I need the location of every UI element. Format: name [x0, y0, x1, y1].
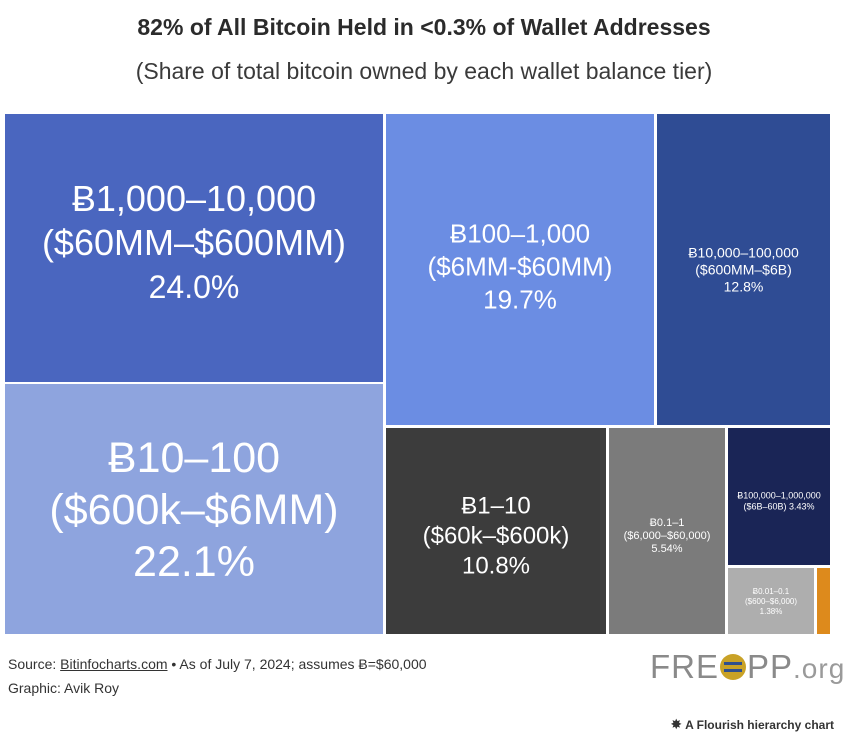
treemap-tile-0-1-1: Ƀ0.1–1($6,000–$60,000)5.54%	[609, 428, 725, 634]
treemap-rect	[728, 428, 830, 565]
tile-range-label: Ƀ100–1,000	[450, 218, 590, 248]
tile-usd-label: ($6B–60B) 3.43%	[743, 501, 814, 511]
freopp-logo: FRE PP.org	[650, 648, 845, 686]
source-link[interactable]: Bitinfocharts.com	[60, 656, 168, 672]
tile-usd-label: ($6MM-$60MM)	[428, 251, 613, 281]
tile-percent-label: 12.8%	[724, 278, 764, 294]
treemap-tile-unlabeled	[817, 568, 830, 634]
source-note: Source: Bitinfocharts.com • As of July 7…	[8, 656, 427, 672]
flourish-star-icon: ✸	[670, 716, 683, 732]
chart-subtitle: (Share of total bitcoin owned by each wa…	[135, 58, 713, 84]
tile-percent-label: 22.1%	[133, 538, 255, 586]
treemap-tile-1-10: Ƀ1–10 ($60k–$600k) 10.8%	[386, 428, 606, 634]
tile-percent-label: 10.8%	[462, 553, 530, 580]
tile-range-label: Ƀ1–10	[461, 493, 530, 520]
treemap-chart: Ƀ1,000–10,000($60MM–$600MM)24.0%Ƀ10–100(…	[5, 114, 830, 634]
tile-percent-label: 19.7%	[483, 284, 557, 314]
tile-range-label: Ƀ10–100	[108, 434, 280, 482]
graphic-credit: Graphic: Avik Roy	[8, 680, 120, 696]
freopp-o-logo-icon	[720, 654, 746, 680]
tile-range-label: Ƀ100,000–1,000,000	[737, 490, 821, 500]
source-prefix: Source:	[8, 656, 61, 672]
treemap-rect	[386, 428, 606, 634]
chart-title: 82% of All Bitcoin Held in <0.3% of Wall…	[137, 14, 711, 40]
flourish-credit[interactable]: ✸ A Flourish hierarchy chart	[670, 716, 834, 733]
treemap-rect	[728, 568, 814, 634]
flourish-text: A Flourish hierarchy chart	[685, 718, 834, 732]
treemap-tile-10-100: Ƀ10–100($600k–$6MM)22.1%	[5, 384, 383, 634]
treemap-tile-10-000-100-000: Ƀ10,000–100,000($600MM–$6B)12.8%	[657, 114, 830, 425]
tile-percent-label: 24.0%	[149, 269, 240, 305]
treemap-tile-1-000-10-000: Ƀ1,000–10,000($60MM–$600MM) 24.0%	[5, 114, 383, 382]
treemap-rect	[817, 568, 830, 634]
treemap-tile-0-01-0-1: Ƀ0.01–0.1($600–$6,000)1.38%	[728, 568, 814, 634]
tile-range-label: Ƀ0.01–0.1	[753, 587, 790, 596]
logo-tld: .org	[793, 653, 846, 684]
tile-usd-label: ($600–$6,000)	[745, 597, 797, 606]
treemap-rect	[609, 428, 725, 634]
tile-usd-label: ($600k–$6MM)	[49, 486, 338, 534]
tile-range-label: Ƀ0.1–1	[650, 517, 685, 529]
tile-range-label: Ƀ10,000–100,000	[688, 244, 799, 260]
treemap-rect	[5, 114, 383, 382]
source-suffix: • As of July 7, 2024; assumes Ƀ=$60,000	[167, 656, 427, 672]
treemap-rect	[5, 384, 383, 634]
tile-range-label: Ƀ1,000–10,000	[72, 178, 316, 219]
tile-usd-label: ($60k–$600k)	[423, 523, 570, 550]
treemap-rect	[657, 114, 830, 425]
tile-usd-label: ($600MM–$6B)	[695, 261, 792, 277]
tile-usd-label: ($6,000–$60,000)	[624, 530, 711, 542]
tile-usd-label: ($60MM–$600MM)	[42, 222, 346, 263]
treemap-rect	[386, 114, 654, 425]
logo-text-left: FRE	[650, 648, 719, 685]
logo-text-right: PP	[747, 648, 794, 685]
treemap-tile-100-000-1-000-000: Ƀ100,000–1,000,000($6B–60B) 3.43%	[728, 428, 830, 565]
tile-percent-label: 5.54%	[651, 543, 682, 555]
tile-percent-label: 1.38%	[760, 607, 783, 616]
treemap-tile-100-1-000: Ƀ100–1,000($6MM-$60MM)19.7%	[386, 114, 654, 425]
